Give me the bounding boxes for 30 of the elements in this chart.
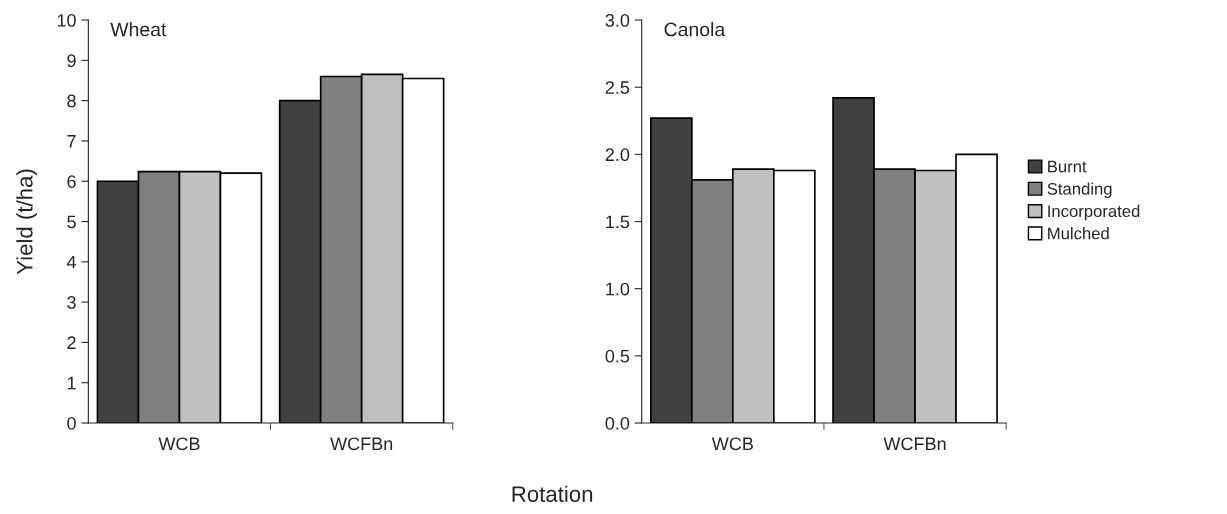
- chart-title: Wheat: [110, 22, 167, 37]
- x-tick-label: WCB: [711, 437, 753, 451]
- y-tick-label: 8: [67, 94, 76, 108]
- y-tick-label: 0: [67, 416, 76, 430]
- x-tick-label: WCFBn: [330, 437, 393, 451]
- y-axis-title: Yield (t/ha): [16, 169, 37, 275]
- y-tick-label: 10: [57, 13, 76, 27]
- y-tick-label: 1: [67, 376, 76, 390]
- y-tick-label: 5: [67, 215, 76, 229]
- y-tick-label: 1.0: [606, 282, 630, 296]
- y-tick-label: 2: [67, 336, 76, 349]
- legend-label: Mulched: [1048, 227, 1109, 240]
- y-tick-label: 2.5: [605, 81, 630, 94]
- y-tick-label: 3: [67, 296, 76, 309]
- x-tick-label: WCFBn: [883, 437, 946, 451]
- legend-label: Burnt: [1048, 160, 1087, 173]
- x-tick-label: WCB: [158, 437, 200, 451]
- y-tick-label: 9: [67, 54, 76, 68]
- y-tick-label: 7: [67, 135, 76, 148]
- x-axis-title: Rotation: [512, 485, 593, 502]
- y-tick-label: 3.0: [605, 13, 630, 27]
- y-tick-label: 6: [67, 175, 76, 188]
- y-tick-label: 2.0: [605, 148, 630, 162]
- y-tick-label: 4: [66, 255, 77, 269]
- legend-label: Incorporated: [1048, 204, 1140, 221]
- y-tick-label: 0.5: [605, 349, 630, 363]
- legend-label: Standing: [1047, 182, 1112, 199]
- y-tick-label: 1.5: [606, 215, 630, 229]
- chart-title: Canola: [664, 22, 726, 37]
- y-tick-label: 0.0: [605, 416, 630, 430]
